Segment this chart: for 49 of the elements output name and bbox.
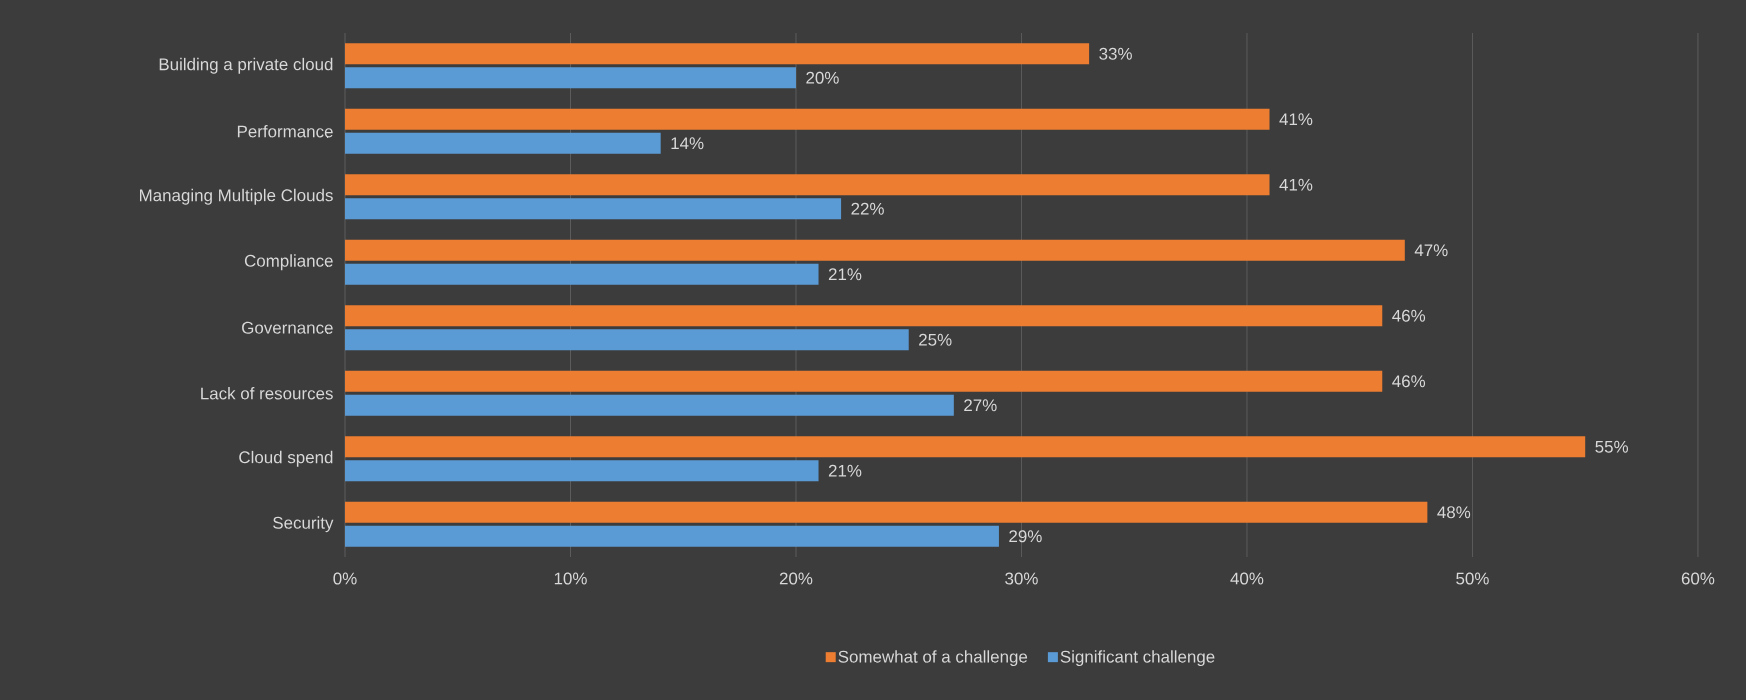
bar (345, 501, 1428, 523)
y-tick-label: Building a private cloud (159, 57, 333, 74)
bar (345, 370, 1383, 392)
bar (345, 239, 1405, 261)
x-tick-label: 40% (1230, 572, 1264, 585)
data-label: 21% (828, 464, 862, 477)
data-label: 46% (1392, 375, 1426, 388)
data-label: 25% (919, 333, 952, 346)
y-tick-label: Governance (242, 321, 333, 334)
data-label: 55% (1595, 440, 1629, 453)
data-label: 22% (851, 202, 884, 215)
bar (345, 436, 1586, 458)
data-label: 20% (806, 71, 839, 84)
bar (345, 305, 1383, 327)
x-tick-label: 50% (1456, 572, 1489, 585)
data-label: 46% (1392, 309, 1426, 322)
bar (345, 67, 796, 89)
bar (345, 329, 909, 351)
y-tick-label: Managing Multiple Clouds (139, 188, 333, 205)
bar (345, 525, 999, 547)
data-label: 27% (964, 399, 997, 412)
y-tick-label: Cloud spend (239, 450, 333, 467)
x-tick-label: 30% (1005, 572, 1038, 585)
legend-label: Significant challenge (1060, 650, 1215, 667)
legend-label: Somewhat of a challenge (838, 650, 1028, 667)
bar (345, 460, 819, 482)
bar (345, 394, 954, 416)
data-label: 41% (1279, 113, 1313, 126)
bar (345, 132, 661, 154)
y-tick-label: Security (273, 516, 334, 533)
x-tick-label: 60% (1681, 572, 1715, 585)
bar (345, 108, 1270, 130)
x-tick-label: 0% (333, 572, 357, 585)
bar (345, 174, 1270, 196)
bar (345, 263, 819, 285)
data-label: 14% (671, 137, 704, 150)
bar (345, 198, 842, 220)
bar (345, 43, 1090, 65)
data-label: 21% (828, 268, 862, 281)
data-label: 33% (1099, 47, 1132, 60)
data-label: 48% (1437, 506, 1471, 519)
y-tick-label: Performance (237, 125, 333, 138)
data-label: 29% (1009, 530, 1042, 543)
data-label: 47% (1414, 244, 1448, 257)
x-tick-label: 20% (779, 572, 813, 585)
data-label: 41% (1279, 178, 1313, 191)
y-tick-label: Compliance (244, 254, 333, 271)
x-tick-label: 10% (554, 572, 587, 585)
y-tick-label: Lack of resources (201, 387, 333, 400)
